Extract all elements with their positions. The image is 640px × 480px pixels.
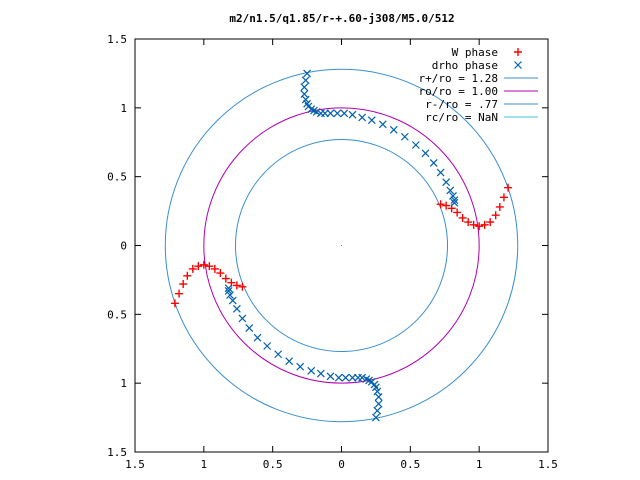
w-phase-point <box>495 202 504 211</box>
drho-phase-point <box>450 198 459 207</box>
drho-phase-point <box>348 373 357 382</box>
w-phase-point <box>188 264 197 273</box>
w-phase-point <box>491 211 500 220</box>
x-tick-label: 0.5 <box>263 458 283 471</box>
w-phase-point <box>486 218 495 227</box>
w-phase-point <box>458 213 467 222</box>
w-phase-point <box>499 193 508 202</box>
w-phase-point <box>221 274 230 283</box>
w-phase-point <box>480 220 489 229</box>
drho-phase-point <box>300 83 309 92</box>
legend-label: W phase <box>452 46 498 59</box>
w-phase-point <box>199 260 208 269</box>
x-tick-label: 1 <box>476 458 483 471</box>
y-tick-label: 1.5 <box>107 33 127 46</box>
w-phase-point <box>216 269 225 278</box>
drho-phase-point <box>373 406 382 415</box>
y-tick-label: 0 <box>120 240 127 253</box>
w-phase-point <box>194 262 203 271</box>
w-phase-point <box>210 264 219 273</box>
w-phase-point <box>442 201 451 210</box>
chart-title: m2/n1.5/q1.85/r-+.60-j308/M5.0/512 <box>229 12 454 25</box>
w-phase-point <box>453 208 462 217</box>
legend-sample <box>514 61 522 69</box>
drho-phase-point <box>301 76 310 85</box>
drho-phase-point <box>358 113 367 122</box>
legend-label: r-/ro = .77 <box>425 98 498 111</box>
drho-phase-point <box>411 141 420 149</box>
circle-rro <box>164 68 519 423</box>
w-phase-point <box>475 222 484 231</box>
drho-phase-point <box>303 69 312 78</box>
drho-phase-point <box>232 304 241 313</box>
w-phase-point <box>183 271 192 280</box>
drho-phase-point <box>274 350 283 359</box>
circle-rro <box>234 138 449 353</box>
w-phase-point <box>179 280 188 289</box>
y-tick-label: 0.5 <box>107 171 127 184</box>
drho-phase-point <box>296 362 305 371</box>
drho-phase-point <box>340 109 349 118</box>
legend-label: drho phase <box>432 59 498 72</box>
w-phase-point <box>469 220 478 229</box>
y-tick-label: 1.5 <box>107 446 127 459</box>
drho-phase-point <box>326 109 335 118</box>
drho-phase-point <box>228 296 237 305</box>
y-tick-label: 1 <box>120 377 127 390</box>
drho-phase-point <box>348 110 357 119</box>
drho-phase-point <box>316 369 325 378</box>
drho-phase-point <box>307 366 316 375</box>
circles <box>164 68 519 423</box>
w-phase-point <box>238 282 247 291</box>
drho-phase-point <box>378 120 387 129</box>
w-phase-point <box>464 218 473 227</box>
x-tick-label: 1 <box>201 458 208 471</box>
drho-phase-point <box>263 342 272 350</box>
w-phase-point <box>232 281 241 290</box>
x-tick-label: 1.5 <box>125 458 145 471</box>
w-phase-point <box>436 200 445 209</box>
legend-label: rc/ro = NaN <box>425 111 498 124</box>
drho-phase-point <box>224 284 233 293</box>
drho-phase-point <box>341 373 350 382</box>
drho-phase-point <box>374 399 383 408</box>
drho-phase-point <box>371 413 380 422</box>
y-tick-label: 0.5 <box>107 308 127 321</box>
drho-phase-point <box>238 314 247 323</box>
w-phase-point <box>170 299 179 308</box>
x-tick-label: 0.5 <box>400 458 420 471</box>
drho-phase-point <box>285 357 294 366</box>
y-tick-label: 1 <box>120 102 127 115</box>
legend-label: ro/ro = 1.00 <box>419 85 498 98</box>
drho-phase-point <box>326 372 335 381</box>
legend-sample <box>514 48 522 56</box>
drho-phase-point <box>446 186 455 195</box>
drho-phase-point <box>450 196 459 204</box>
drho-phase-point <box>333 109 342 118</box>
drho-phase-point <box>224 287 233 295</box>
drho-phase-point <box>442 178 451 187</box>
w-phase-point <box>175 289 184 298</box>
points <box>170 69 513 422</box>
axes: 1.5 1 0.5 0 0.5 1 1.51.510.500.511.5 <box>107 33 558 471</box>
w-phase-point <box>504 183 513 192</box>
drho-phase-point <box>367 116 376 125</box>
circle-roro <box>203 107 480 384</box>
drho-phase-point <box>429 158 438 167</box>
drho-phase-point <box>389 125 398 134</box>
drho-phase-point <box>421 149 430 158</box>
drho-phase-point <box>400 132 409 141</box>
drho-phase-point <box>334 373 343 382</box>
w-phase-point <box>205 262 214 271</box>
legend-label: r+/ro = 1.28 <box>419 72 498 85</box>
drho-phase-point <box>436 168 445 177</box>
drho-phase-point <box>245 324 254 333</box>
x-tick-label: 1.5 <box>538 458 558 471</box>
drho-phase-point <box>253 333 262 342</box>
x-tick-label: 0 <box>338 458 345 471</box>
